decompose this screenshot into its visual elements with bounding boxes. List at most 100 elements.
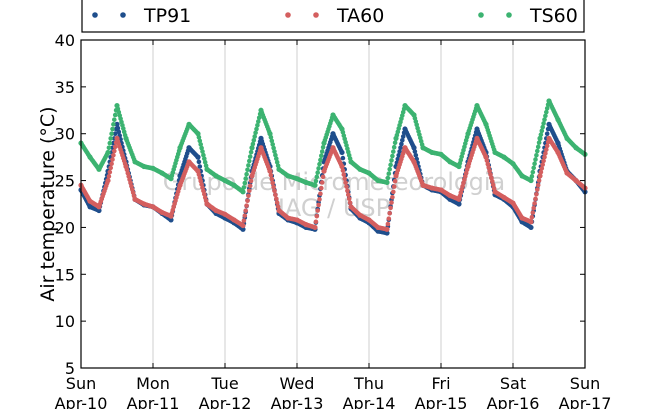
- data-point: [242, 180, 248, 186]
- data-point: [269, 138, 275, 144]
- data-point: [255, 122, 260, 128]
- data-point: [245, 198, 250, 204]
- data-point: [399, 141, 404, 147]
- data-point: [536, 140, 542, 145]
- data-point: [96, 207, 102, 214]
- data-point: [316, 166, 321, 171]
- data-point: [253, 130, 258, 136]
- data-point: [244, 203, 249, 208]
- data-point: [272, 149, 277, 154]
- data-point: [392, 178, 398, 184]
- data-point: [385, 175, 391, 181]
- watermark-line-2: IAG / USP: [278, 194, 390, 222]
- y-tick-label: 10: [55, 312, 75, 331]
- data-point: [488, 172, 493, 177]
- data-point: [272, 188, 277, 194]
- data-point: [248, 178, 254, 184]
- data-point: [247, 188, 252, 194]
- legend-entry-tp91: TP91: [92, 5, 191, 27]
- data-point: [242, 213, 248, 218]
- data-point: [168, 217, 174, 223]
- data-point: [528, 177, 534, 184]
- data-point: [274, 159, 280, 165]
- data-point: [269, 176, 275, 182]
- data-point: [271, 145, 276, 151]
- data-point: [317, 161, 322, 167]
- data-point: [252, 134, 257, 139]
- series-ts60: [78, 98, 588, 195]
- data-point: [490, 182, 496, 188]
- data-point: [202, 159, 208, 165]
- data-point: [313, 219, 319, 225]
- data-point: [400, 137, 405, 143]
- data-point: [109, 131, 114, 137]
- data-point: [314, 174, 320, 180]
- data-point: [108, 136, 113, 141]
- data-point: [248, 149, 254, 155]
- data-point: [316, 202, 321, 208]
- data-point: [318, 157, 323, 163]
- data-point: [537, 173, 543, 179]
- data-point: [110, 157, 115, 162]
- x-tick-date-label: Apr-11: [127, 394, 180, 409]
- data-point: [240, 189, 246, 195]
- data-point: [388, 162, 393, 168]
- data-point: [537, 135, 543, 141]
- data-point: [391, 189, 396, 195]
- data-point: [391, 149, 396, 154]
- data-point: [528, 224, 534, 231]
- data-point: [105, 149, 111, 156]
- data-point: [109, 161, 114, 167]
- x-tick-date-label: Apr-14: [343, 394, 396, 409]
- data-point: [240, 226, 246, 232]
- data-point: [241, 185, 247, 190]
- data-point: [251, 137, 257, 143]
- data-point: [532, 201, 537, 206]
- data-point: [413, 152, 419, 158]
- data-point: [484, 158, 490, 163]
- data-point: [317, 197, 322, 202]
- data-point: [529, 174, 535, 179]
- x-tick-day-label: Sun: [66, 374, 96, 393]
- data-point: [490, 179, 495, 184]
- data-point: [243, 176, 248, 181]
- data-point: [342, 176, 348, 181]
- data-point: [530, 210, 536, 215]
- data-point: [390, 153, 395, 159]
- x-tick-date-label: Apr-10: [55, 394, 108, 409]
- data-point: [115, 125, 121, 131]
- data-point: [268, 134, 274, 140]
- data-point: [273, 152, 278, 158]
- data-point: [202, 156, 207, 161]
- legend-label: TA60: [336, 5, 384, 27]
- data-point: [384, 230, 390, 236]
- data-point: [247, 154, 253, 159]
- data-point: [541, 121, 546, 126]
- data-point: [246, 163, 251, 168]
- legend-entry-ta60: TA60: [285, 5, 384, 27]
- legend: TP91 TA60 TS60: [81, 0, 585, 33]
- data-point: [247, 183, 253, 189]
- data-point: [540, 124, 545, 130]
- data-point: [529, 214, 535, 220]
- data-point: [386, 171, 392, 176]
- x-tick-date-label: Apr-17: [559, 394, 612, 409]
- data-point: [319, 149, 325, 154]
- data-point: [392, 140, 398, 146]
- data-point: [346, 196, 352, 202]
- data-point: [531, 205, 536, 211]
- data-point: [247, 158, 252, 164]
- data-point: [530, 169, 536, 175]
- data-point: [341, 172, 347, 177]
- data-point: [196, 159, 202, 165]
- legend-marker: [313, 12, 319, 18]
- x-tick-day-label: Fri: [431, 374, 450, 393]
- data-point: [201, 152, 206, 158]
- data-point: [400, 134, 406, 139]
- data-point: [254, 126, 259, 132]
- data-point: [397, 149, 402, 154]
- data-point: [485, 161, 491, 167]
- data-point: [315, 170, 321, 175]
- data-point: [114, 121, 120, 127]
- data-point: [240, 222, 246, 229]
